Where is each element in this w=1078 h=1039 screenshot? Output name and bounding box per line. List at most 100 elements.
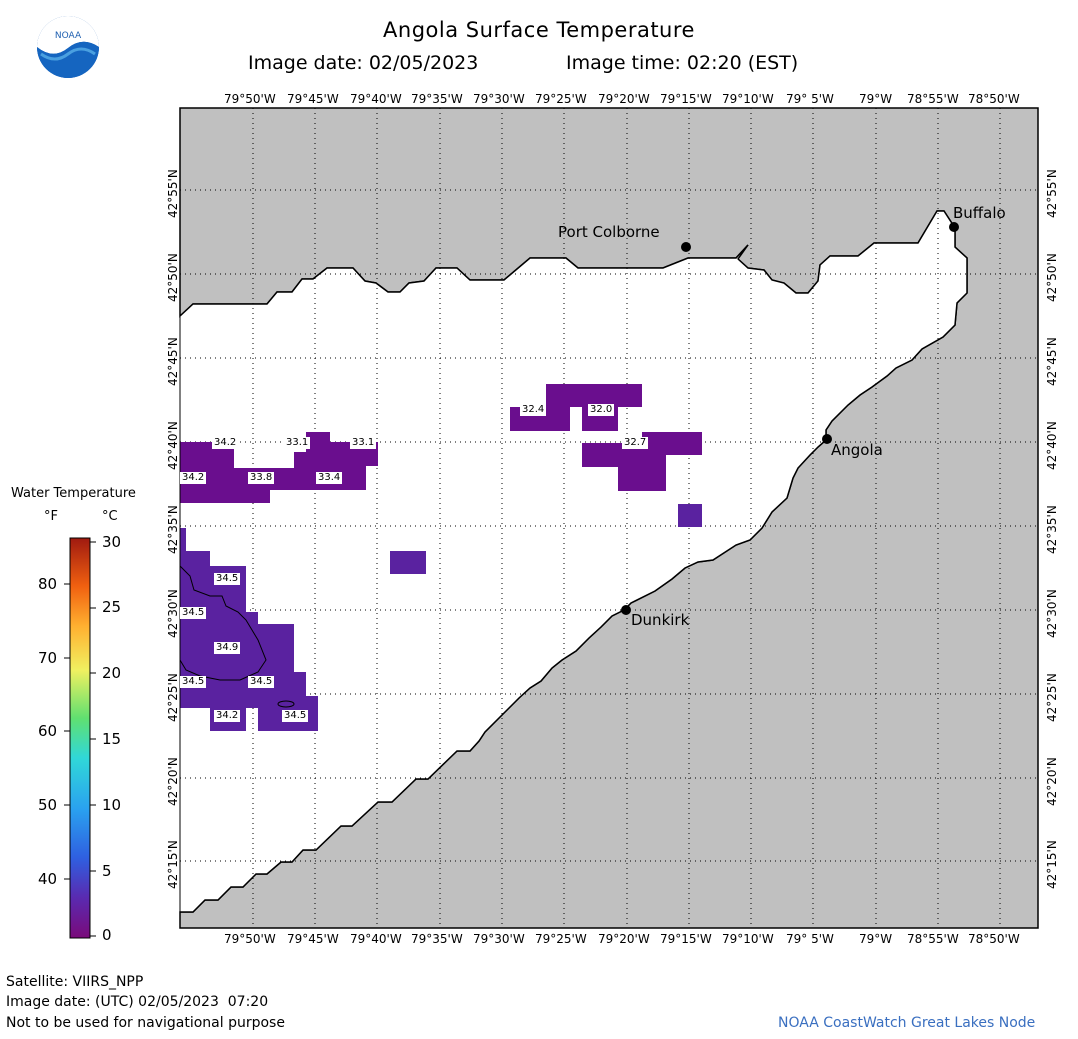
lon-label-bottom: 79°40'W: [350, 932, 402, 946]
lat-label-right: 42°30'N: [1045, 589, 1059, 638]
lat-label-left: 42°45'N: [166, 337, 180, 386]
noaa-logo: NOAA: [37, 16, 99, 78]
legend-c-tick: 5: [102, 862, 112, 880]
lon-label-top: 79°15'W: [660, 92, 712, 106]
temp-label: 34.5: [214, 573, 241, 585]
legend-f-tick: 60: [38, 722, 58, 740]
lon-label-bottom: 79°W: [859, 932, 893, 946]
legend-c-tick: 30: [102, 533, 122, 551]
lon-label-bottom: 79° 5'W: [786, 932, 834, 946]
temp-label: 34.5: [180, 676, 207, 688]
sst-pixel-mid: [390, 551, 426, 574]
lat-label-right: 42°20'N: [1045, 757, 1059, 806]
sst-pixel-single: [678, 504, 702, 527]
legend-unit-f: °F: [44, 509, 58, 524]
lon-label-bottom: 79°50'W: [224, 932, 276, 946]
lon-label-top: 79°25'W: [535, 92, 587, 106]
legend-unit-c: °C: [102, 509, 118, 524]
lat-label-left: 42°20'N: [166, 757, 180, 806]
legend-c-tick: 25: [102, 598, 122, 616]
dunkirk-label: Dunkirk: [631, 611, 690, 629]
temp-label: 34.9: [214, 642, 241, 654]
buffalo-marker: [949, 222, 959, 232]
lon-label-bottom: 79°30'W: [473, 932, 525, 946]
sst-patch-central-south: [582, 432, 702, 491]
temp-label: 34.2: [214, 710, 241, 722]
legend-f-tick: 80: [38, 575, 58, 593]
port-colborne-label: Port Colborne: [558, 223, 660, 241]
temp-label: 34.5: [180, 607, 207, 619]
temp-label: 34.2: [212, 437, 239, 449]
temp-label: 33.1: [284, 437, 311, 449]
lat-label-right: 42°35'N: [1045, 505, 1059, 554]
logo-text: NOAA: [55, 31, 82, 41]
image-time: Image time: 02:20 (EST): [566, 52, 799, 74]
lat-label-left: 42°30'N: [166, 589, 180, 638]
lon-label-bottom: 79°45'W: [287, 932, 339, 946]
legend-title: Water Temperature: [11, 486, 136, 501]
temp-label: 33.8: [248, 472, 275, 484]
lon-label-top: 79°30'W: [473, 92, 525, 106]
lon-label-top: 79°35'W: [411, 92, 463, 106]
lon-label-top: 79°50'W: [224, 92, 276, 106]
lake-water: [180, 211, 967, 912]
image-date: Image date: 02/05/2023: [248, 52, 479, 74]
disclaimer-text: Not to be used for navigational purpose: [6, 1015, 285, 1031]
lon-label-bottom: 79°10'W: [722, 932, 774, 946]
legend-c-tick: 20: [102, 664, 122, 682]
lat-label-right: 42°45'N: [1045, 337, 1059, 386]
dunkirk-marker: [621, 605, 631, 615]
angola-label: Angola: [831, 441, 883, 459]
temp-label: 33.1: [350, 437, 377, 449]
color-scale-bar: [64, 537, 96, 939]
city-markers: [621, 222, 959, 615]
lat-label-right: 42°40'N: [1045, 421, 1059, 470]
legend-c-tick: 10: [102, 796, 122, 814]
buffalo-label: Buffalo: [953, 204, 1006, 222]
temp-label: 34.2: [180, 472, 207, 484]
legend-f-tick: 50: [38, 796, 58, 814]
temp-label: 34.5: [282, 710, 309, 722]
map-title: Angola Surface Temperature: [383, 18, 695, 42]
lon-label-bottom: 79°20'W: [598, 932, 650, 946]
legend-f-tick: 70: [38, 649, 58, 667]
lon-label-top: 79° 5'W: [786, 92, 834, 106]
lat-label-right: 42°55'N: [1045, 169, 1059, 218]
lon-label-top: 78°55'W: [907, 92, 959, 106]
lon-label-bottom: 78°55'W: [907, 932, 959, 946]
lon-label-bottom: 79°35'W: [411, 932, 463, 946]
port-colborne-marker: [681, 242, 691, 252]
lon-label-top: 79°10'W: [722, 92, 774, 106]
legend-c-tick: 15: [102, 730, 122, 748]
lon-label-bottom: 78°50'W: [968, 932, 1020, 946]
temp-label: 32.7: [622, 437, 649, 449]
lat-label-right: 42°25'N: [1045, 673, 1059, 722]
lon-label-top: 79°20'W: [598, 92, 650, 106]
temp-label: 33.4: [316, 472, 343, 484]
lon-label-top: 79°W: [859, 92, 893, 106]
lon-label-bottom: 79°25'W: [535, 932, 587, 946]
angola-marker: [822, 434, 832, 444]
lon-label-top: 79°45'W: [287, 92, 339, 106]
lat-label-left: 42°35'N: [166, 505, 180, 554]
lat-label-left: 42°50'N: [166, 253, 180, 302]
legend-f-tick: 40: [38, 870, 58, 888]
credit-text: NOAA CoastWatch Great Lakes Node: [778, 1015, 1036, 1031]
lat-label-left: 42°25'N: [166, 673, 180, 722]
lat-label-left: 42°40'N: [166, 421, 180, 470]
temp-label: 32.0: [588, 404, 615, 416]
lon-label-bottom: 79°15'W: [660, 932, 712, 946]
utc-date-text: Image date: (UTC) 02/05/2023 07:20: [6, 994, 269, 1010]
lon-label-top: 78°50'W: [968, 92, 1020, 106]
temp-label: 34.5: [248, 676, 275, 688]
lat-label-left: 42°55'N: [166, 169, 180, 218]
lon-label-top: 79°40'W: [350, 92, 402, 106]
sst-patch-west-upper: [180, 432, 378, 503]
temp-label: 32.4: [520, 404, 547, 416]
legend-c-tick: 0: [102, 926, 112, 944]
lat-label-left: 42°15'N: [166, 840, 180, 889]
sst-patch-central-north: [510, 384, 642, 431]
lat-label-right: 42°15'N: [1045, 840, 1059, 889]
satellite-text: Satellite: VIIRS_NPP: [6, 974, 144, 990]
